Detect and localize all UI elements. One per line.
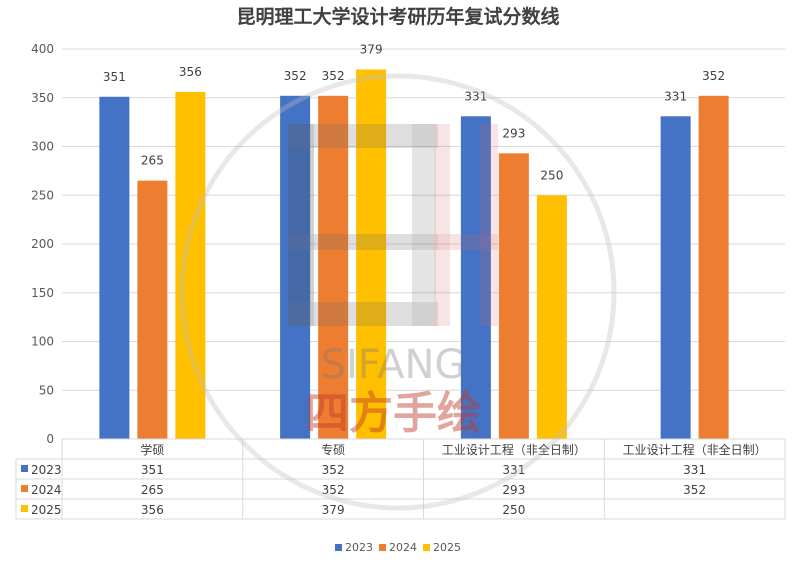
legend-swatch (423, 544, 430, 551)
table-cell: 352 (322, 463, 345, 477)
table-header-cell: 专硕 (321, 442, 345, 457)
y-tick-label: 300 (31, 140, 54, 154)
y-tick-label: 100 (31, 335, 54, 349)
bar (175, 91, 206, 440)
table-cell: 351 (141, 463, 164, 477)
y-tick-label: 400 (31, 42, 54, 56)
data-label: 293 (502, 126, 525, 140)
legend: 2023 2024 2025 (335, 541, 461, 554)
legend-swatch (335, 544, 342, 551)
table-cell: 265 (141, 483, 164, 497)
y-tick-label: 200 (31, 237, 54, 251)
bar (498, 153, 529, 439)
bar (318, 95, 349, 440)
table-cell: 293 (502, 483, 525, 497)
watermark-cn: 四方手绘 (305, 388, 481, 439)
table-row-label: 2024 (31, 483, 62, 497)
watermark-ring (179, 73, 617, 511)
table-legend-key (21, 485, 28, 492)
data-label: 331 (464, 89, 487, 103)
bar (536, 195, 567, 439)
table-cell: 356 (141, 503, 164, 517)
sifang-logo-icon (288, 124, 498, 326)
bar (356, 69, 387, 439)
watermark: SIFANG 四方手绘 (179, 73, 617, 511)
table-header-cell: 学硕 (140, 442, 164, 457)
bar (99, 96, 130, 440)
bar (698, 95, 729, 440)
data-label: 379 (360, 42, 383, 56)
bar (280, 95, 311, 440)
legend-label: 2024 (389, 541, 417, 554)
data-label: 352 (702, 69, 725, 83)
y-tick-label: 350 (31, 91, 54, 105)
data-labels: 351 265 356 352 352 379 331 293 250 331 352 (103, 42, 725, 182)
data-label: 250 (540, 168, 563, 182)
table-row-label: 2025 (31, 503, 62, 517)
table-header-cell: 工业设计工程（非全日制） (442, 442, 586, 457)
table-cell: 331 (502, 463, 525, 477)
chart-title: 昆明理工大学设计考研历年复试分数线 (236, 5, 559, 28)
data-label: 265 (141, 154, 164, 168)
table-cell: 379 (322, 503, 345, 517)
legend-label: 2025 (433, 541, 461, 554)
table-cell: 352 (683, 483, 706, 497)
y-tick-label: 50 (39, 383, 54, 397)
data-label: 351 (103, 70, 126, 84)
bars (99, 69, 729, 440)
data-table: 学硕 专硕 工业设计工程（非全日制） 工业设计工程（非全日制） 2023 351 352 33… (15, 438, 786, 520)
table-row-label: 2023 (31, 463, 62, 477)
y-tick-label: 0 (46, 432, 54, 446)
bar (660, 116, 691, 440)
watermark-brand: SIFANG (321, 342, 466, 388)
y-tick-label: 150 (31, 286, 54, 300)
table-legend-key (21, 505, 28, 512)
data-label: 352 (322, 69, 345, 83)
table-cell: 331 (683, 463, 706, 477)
data-label: 331 (664, 89, 687, 103)
bar (460, 116, 491, 440)
table-cell: 250 (502, 503, 525, 517)
data-label: 356 (179, 65, 202, 79)
legend-swatch (379, 544, 386, 551)
y-tick-label: 250 (31, 188, 54, 202)
y-axis: 0 50 100 150 200 250 300 350 400 (31, 42, 54, 446)
bar (137, 180, 168, 439)
table-legend-key (21, 465, 28, 472)
table-header-cell: 工业设计工程（非全日制） (623, 442, 767, 457)
legend-label: 2023 (345, 541, 373, 554)
data-label: 352 (284, 69, 307, 83)
table-cell: 352 (322, 483, 345, 497)
